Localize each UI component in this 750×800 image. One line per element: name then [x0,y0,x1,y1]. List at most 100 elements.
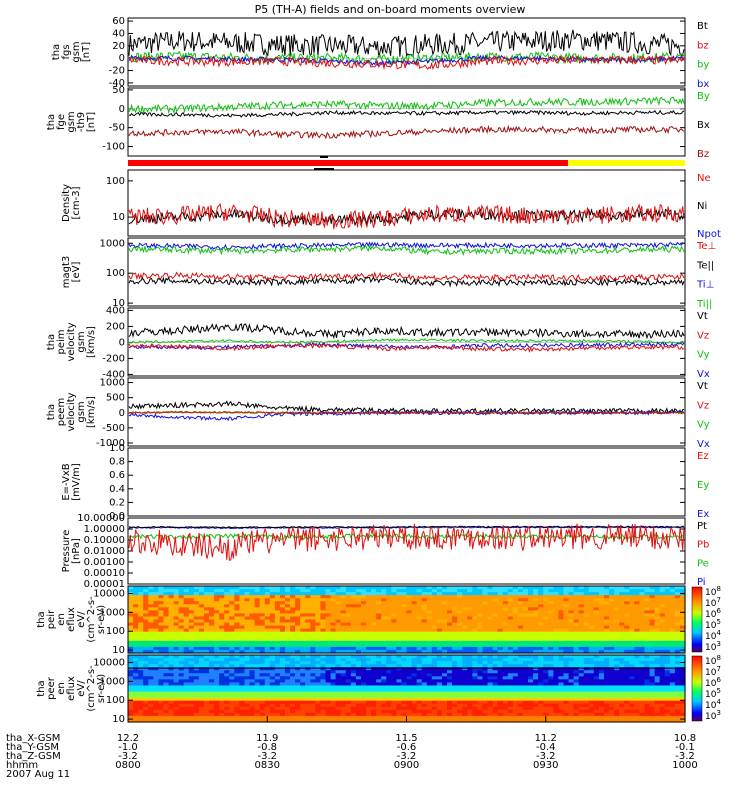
spectrogram-cell [593,673,600,677]
spectrogram-cell [148,715,154,720]
spectrogram-cell [457,673,463,677]
spectrogram-cell [441,670,448,674]
spectrogram-cell [553,691,560,696]
spectrogram-cell [198,625,205,630]
spectrogram-cell [188,682,195,687]
spectrogram-cell [325,592,332,596]
spectrogram-cell [644,682,651,687]
spectrogram-cell [173,706,180,711]
spectrogram-cell [376,670,382,674]
spectrogram-cell [365,637,372,642]
spectrogram-cell [198,646,205,651]
spectrogram-cell [593,697,600,702]
spectrogram-cell [259,595,266,599]
spectrogram-cell [209,685,215,690]
spectrogram-cell [543,610,549,615]
spectrogram-cell [654,691,661,696]
spectrogram-cell [522,679,529,684]
spectrogram-cell [609,610,615,615]
spectrogram-cell [335,622,342,627]
spectrogram-cell [254,640,261,645]
spectrogram-cell [472,658,478,662]
spectrogram-cell [431,610,438,615]
spectrogram-cell [295,589,301,593]
spectrogram-cell [502,589,509,593]
spectrogram-cell [330,589,337,593]
spectrogram-cell [183,619,190,624]
spectrogram-cell [502,601,509,605]
spectrogram-cell [603,682,610,687]
spectrogram-cell [138,700,144,705]
spectrogram-cell [315,655,322,659]
spectrogram-cell [295,682,301,687]
spectrogram-cell [284,697,291,702]
y-tick-label: -400 [102,369,125,380]
spectrogram-cell [198,688,205,693]
spectrogram-cell [133,628,139,633]
spectrogram-cell [441,706,448,711]
spectrogram-cell [411,604,418,608]
spectrogram-cell [244,589,251,593]
spectrogram-cell [619,613,625,618]
spectrogram-cell [360,655,367,659]
spectrogram-cell [290,586,296,590]
spectrogram-cell [325,673,332,677]
spectrogram-cell [158,622,165,627]
spectrogram-cell [614,694,620,699]
spectrogram-cell [340,607,347,611]
spectrogram-cell [188,703,195,708]
spectrogram-cell [593,676,600,680]
spectrogram-cell [528,637,534,642]
spectrogram-cell [310,646,316,651]
spectrogram-cell [300,616,306,621]
spectrogram-cell [679,619,686,624]
spectrogram-cell [512,622,519,627]
spectrogram-cell [482,604,489,608]
spectrogram-cell [674,703,681,708]
y-tick-label: 0.00100 [84,557,125,568]
spectrogram-cell [254,589,261,593]
panel-frame [127,377,686,447]
spectrogram-cell [649,658,656,662]
spectrogram-cell [193,622,200,627]
spectrogram-cell [178,631,185,636]
spectrogram-cell [543,682,549,687]
spectrogram-cell [284,631,291,636]
spectrogram-cell [426,625,433,630]
spectrogram-cell [153,655,159,659]
spectrogram-cell [300,637,306,642]
spectrogram-cell [360,607,367,611]
spectrogram-cell [133,685,139,690]
spectrogram-cell [528,616,534,621]
spectrogram-cell [674,607,681,611]
spectrogram-cell [588,613,595,618]
spectrogram-cell [168,649,175,654]
spectrogram-cell [168,682,175,687]
spectrogram-cell [583,616,590,621]
spectrogram-cell [279,673,286,677]
spectrogram-cell [654,709,661,714]
spectrogram-cell [214,634,220,639]
spectrogram-cell [598,595,605,599]
spectrogram-cell [431,673,438,677]
spectrogram-cell [634,625,641,630]
spectrogram-cell [411,661,418,665]
spectrogram-cell [507,703,514,708]
spectrogram-cell [163,658,170,662]
panel-pressure: 10.000001.000000.100000.010000.001000.00… [61,513,709,590]
spectrogram-cell [148,670,154,674]
spectrogram-cell [563,640,570,645]
spectrogram-cell [487,691,494,696]
spectrogram-cell [239,592,246,596]
spectrogram-cell [512,679,519,684]
spectrogram-cell [639,646,646,651]
spectrogram-cell [659,673,666,677]
spectrogram-cell [229,598,235,602]
spectrogram-cell [173,649,180,654]
spectrogram-cell [421,607,428,611]
spectrogram-cell [603,673,610,677]
spectrogram-cell [325,628,332,633]
spectrogram-cell [381,658,387,662]
spectrogram-cell [674,595,681,599]
